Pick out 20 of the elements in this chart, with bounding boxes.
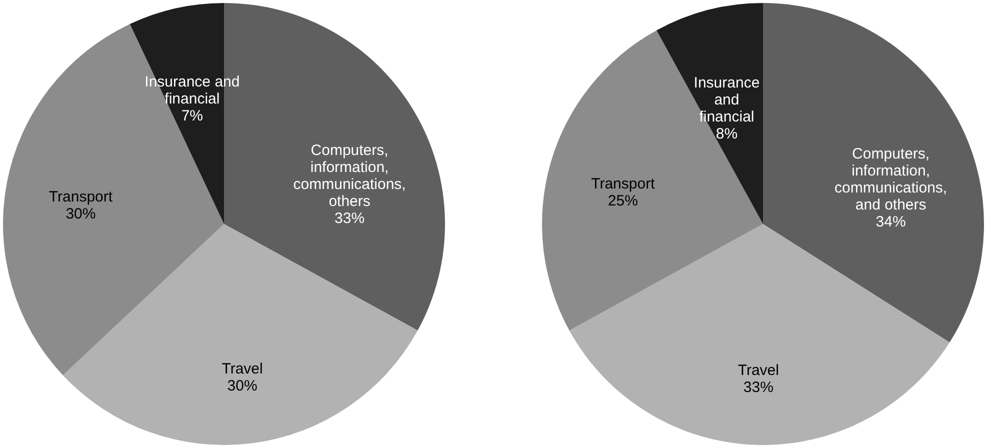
slice-label: Transport (48, 188, 114, 206)
slice-label: Computers, information, communications, and others (834, 146, 948, 214)
slice-label: Transport (591, 175, 656, 192)
data-label: 25% (608, 192, 638, 210)
pie-slice (62, 224, 418, 445)
data-label: 8% (716, 126, 738, 143)
slice-label: Travel (222, 360, 263, 378)
pie-slice (763, 3, 984, 342)
slice-label: Travel (738, 362, 779, 379)
data-label: 34% (876, 214, 906, 231)
data-label: 33% (334, 210, 365, 227)
slice-label: Insurance and financial (144, 74, 240, 108)
pie-slice (656, 3, 763, 224)
slice-label: Insurance and financial (694, 74, 760, 126)
data-label: 7% (181, 108, 204, 125)
data-label: 33% (743, 378, 774, 396)
data-label: 30% (227, 378, 258, 395)
data-label: 30% (66, 206, 96, 223)
slice-label: Computers, information, communications, others (293, 142, 406, 210)
pie-slice (542, 30, 763, 330)
